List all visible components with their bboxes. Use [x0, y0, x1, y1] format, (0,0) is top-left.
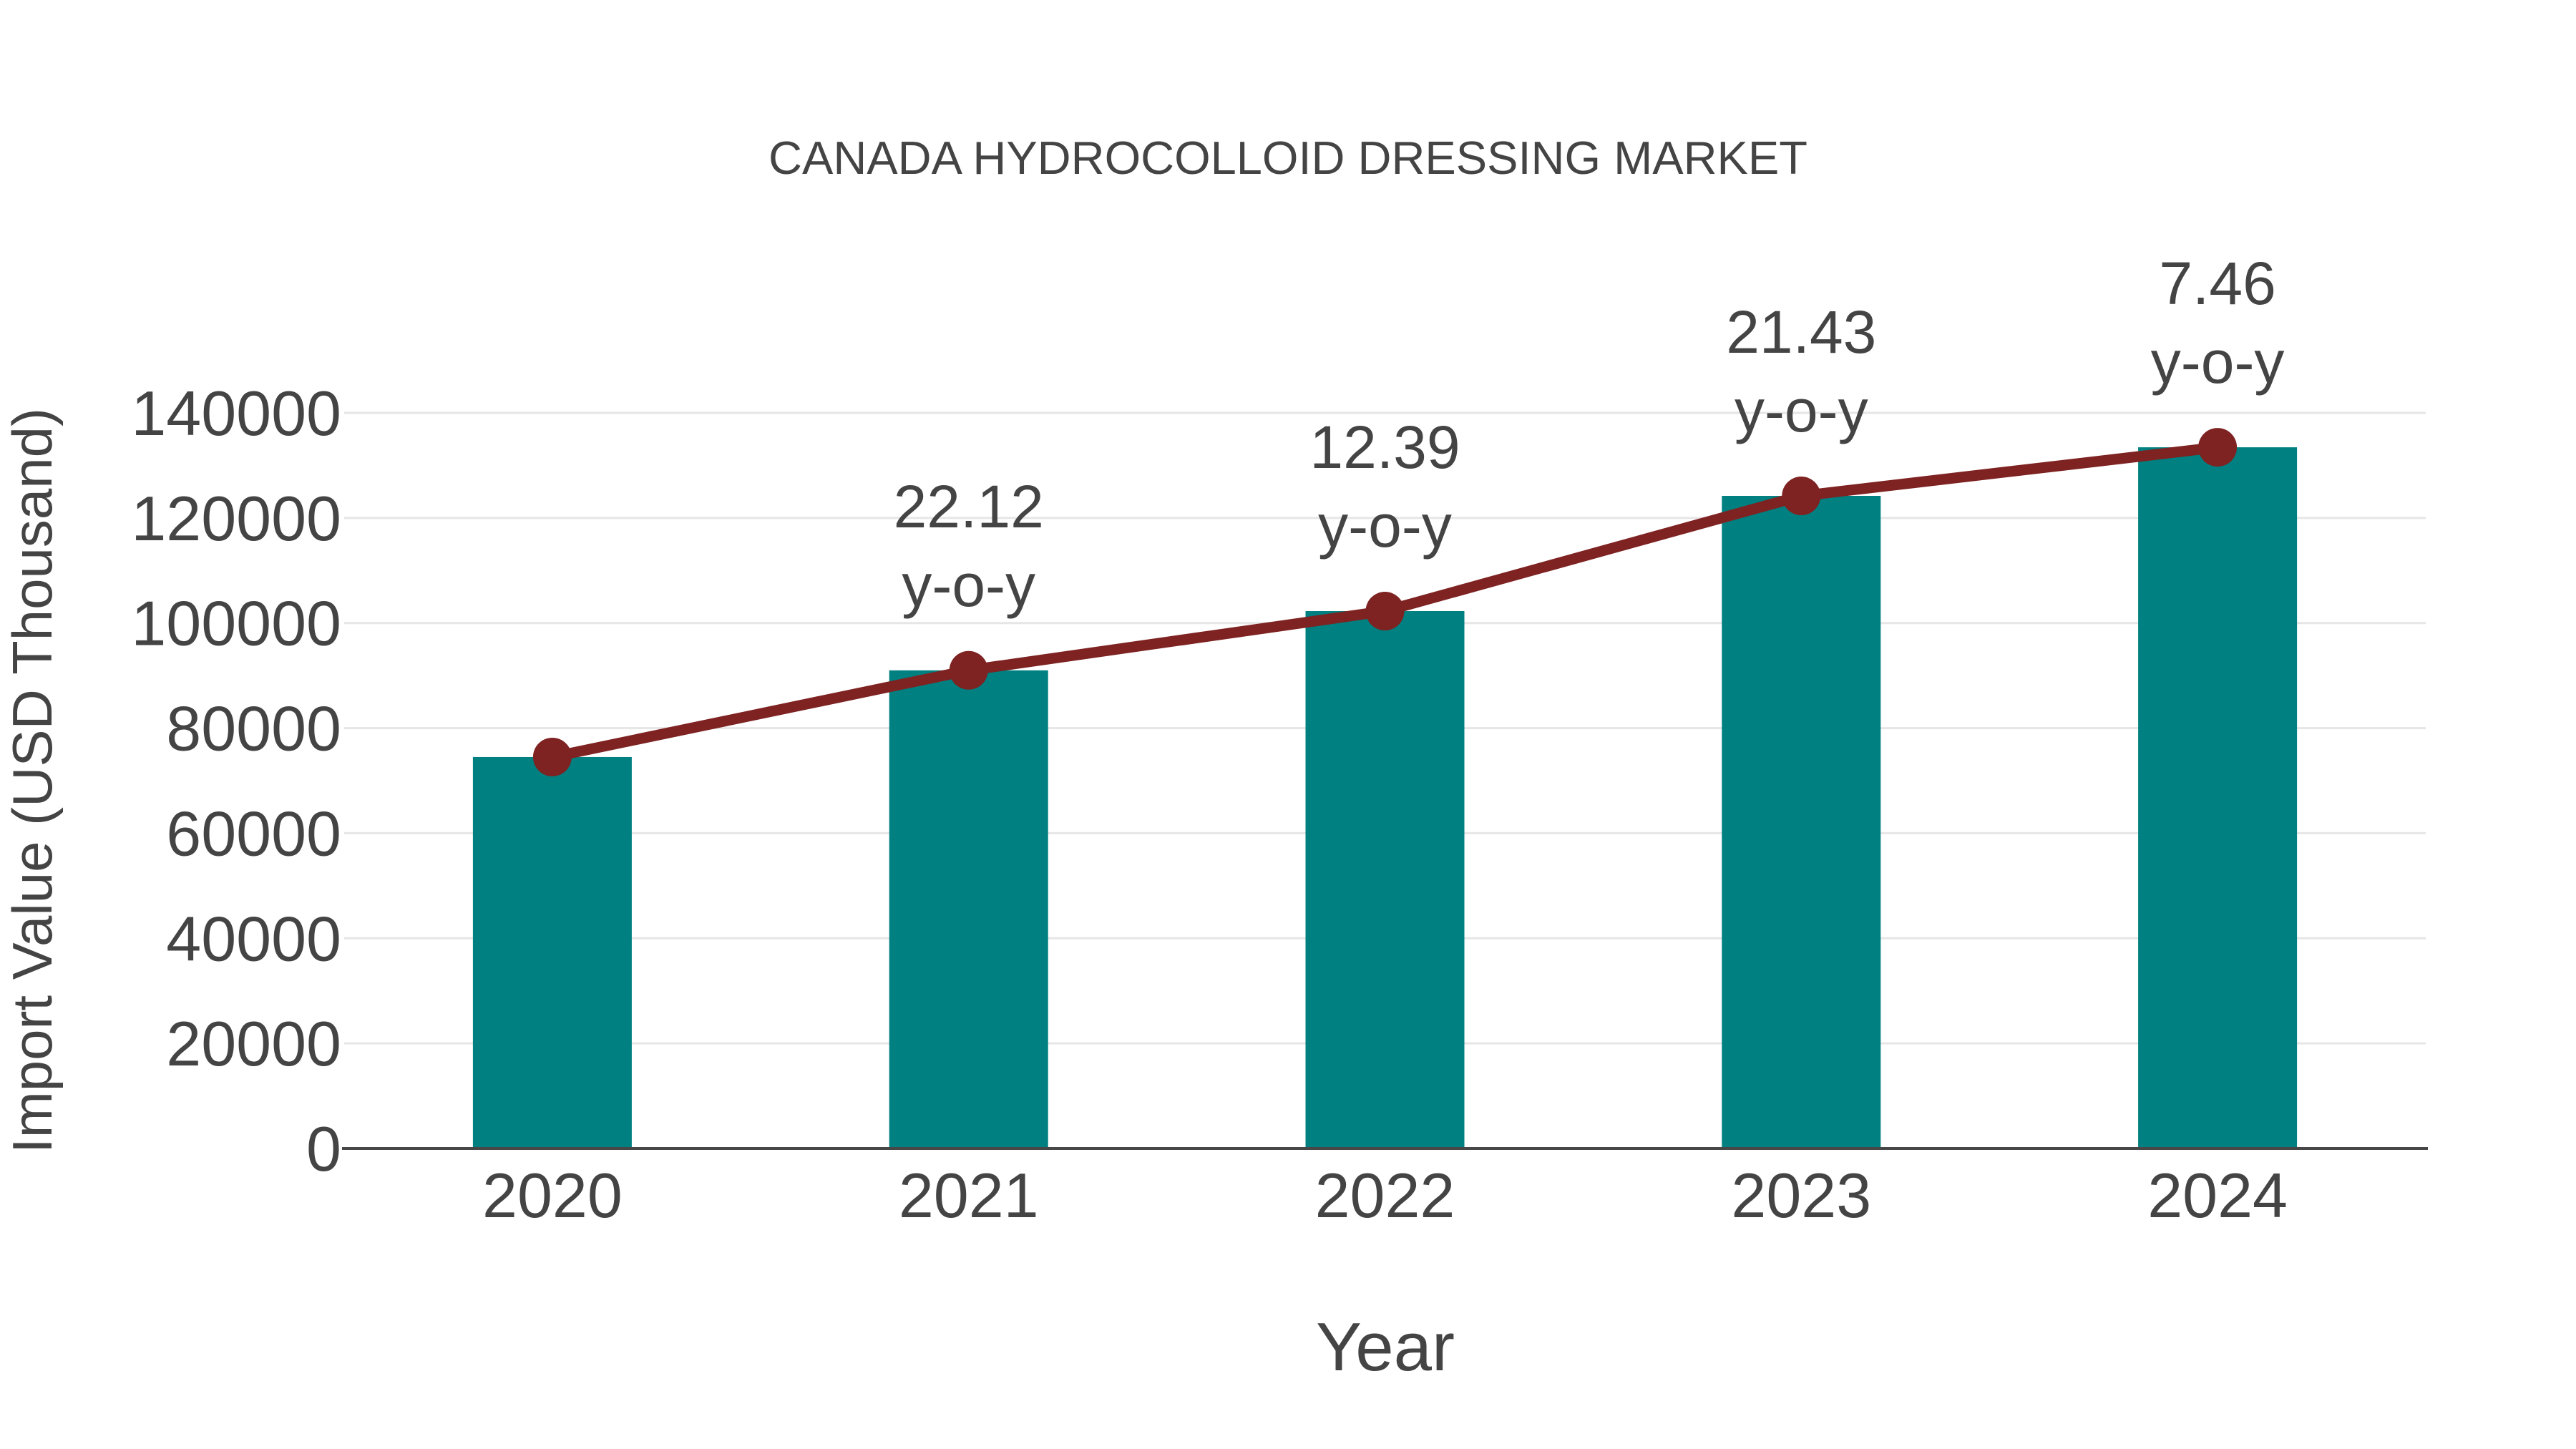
bar-2024[interactable] — [2138, 447, 2298, 1148]
chart-title: CANADA HYDROCOLLOID DRESSING MARKET — [769, 132, 1807, 184]
annotation-value-2024: 7.46 — [2159, 250, 2276, 317]
trend-marker-2024[interactable] — [2198, 428, 2238, 467]
bar-2021[interactable] — [889, 670, 1048, 1148]
annotation-label-2024: y-o-y — [2151, 328, 2285, 396]
y-tick-label: 120000 — [131, 483, 341, 554]
y-tick-label: 40000 — [166, 903, 341, 974]
line-series — [532, 428, 2238, 776]
y-tick-label: 140000 — [131, 378, 341, 449]
x-tick-label-2022: 2022 — [1315, 1160, 1455, 1231]
trend-marker-2022[interactable] — [1365, 592, 1405, 631]
y-tick-labels: 0 20000 40000 60000 80000 100000 120000 140000 — [131, 378, 341, 1184]
bar-2020[interactable] — [472, 756, 632, 1148]
y-tick-label: 60000 — [166, 798, 341, 869]
bar-2022[interactable] — [1305, 611, 1465, 1148]
x-axis-title: Year — [1316, 1309, 1455, 1385]
annotation-label-2022: y-o-y — [1318, 492, 1452, 560]
x-tick-label-2023: 2023 — [1731, 1160, 1871, 1231]
y-tick-label: 80000 — [166, 693, 341, 764]
bar-series — [472, 447, 2298, 1148]
y-tick-label: 20000 — [166, 1008, 341, 1079]
annotation-label-2021: y-o-y — [902, 552, 1035, 619]
trend-marker-2021[interactable] — [949, 650, 988, 690]
bar-2023[interactable] — [1722, 496, 1881, 1148]
x-tick-label-2020: 2020 — [482, 1160, 623, 1231]
x-tick-label-2024: 2024 — [2147, 1160, 2288, 1231]
trend-marker-2020[interactable] — [532, 737, 572, 776]
annotation-value-2022: 12.39 — [1309, 414, 1460, 481]
x-tick-labels: 2020 2021 2022 2023 2024 — [482, 1160, 2288, 1231]
annotation-value-2021: 22.12 — [894, 473, 1044, 540]
y-tick-label: 100000 — [131, 588, 341, 659]
trend-marker-2023[interactable] — [1782, 477, 1821, 516]
x-tick-label-2021: 2021 — [899, 1160, 1039, 1231]
annotation-value-2023: 21.43 — [1726, 298, 1876, 366]
annotations: 22.12 y-o-y 12.39 y-o-y 21.43 y-o-y 7.46 y-o-y — [894, 250, 2285, 619]
y-tick-label: 0 — [306, 1113, 341, 1184]
y-axis-title: Import Value (USD Thousand) — [1, 408, 64, 1153]
annotation-label-2023: y-o-y — [1735, 377, 1868, 444]
